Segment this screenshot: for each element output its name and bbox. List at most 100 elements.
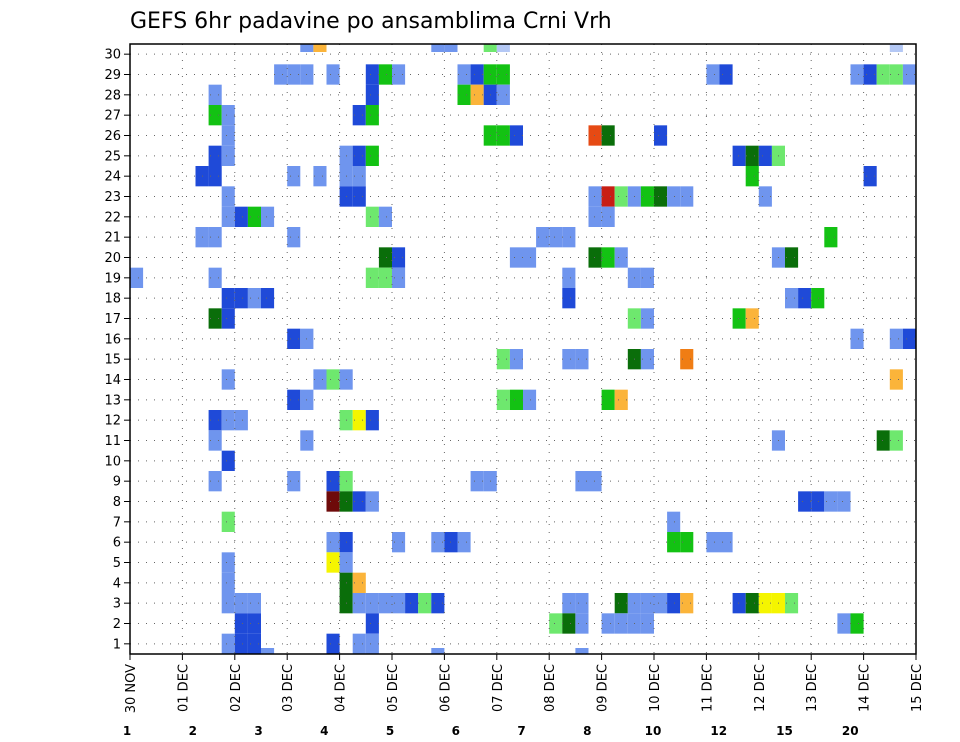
precip-cell	[614, 186, 628, 207]
precip-cell	[234, 288, 248, 309]
precip-cell	[562, 267, 576, 288]
precip-cell	[208, 410, 222, 431]
precip-cell	[785, 593, 799, 614]
precip-cell	[811, 491, 825, 512]
x-tick-label: 15 DEC	[910, 664, 925, 712]
precip-cell	[365, 206, 379, 227]
y-tick-label: 20	[104, 251, 121, 266]
precip-cell	[208, 471, 222, 492]
cells-layer	[130, 44, 916, 654]
precip-cell	[667, 593, 681, 614]
precip-cell	[811, 288, 825, 309]
y-tick-label: 30	[104, 48, 121, 63]
precip-cell	[889, 44, 903, 52]
precip-cell	[234, 633, 248, 654]
precip-cell	[378, 64, 392, 85]
x-axis: 30 NOV 01 DEC 02 DEC 03 DEC 04 DEC 05 DEC 06 D…	[124, 654, 925, 713]
precip-cell	[562, 288, 576, 309]
legend-label: 6	[452, 724, 460, 738]
precip-cell	[326, 369, 340, 390]
precip-cell	[601, 389, 615, 410]
precip-cell	[261, 206, 275, 227]
y-tick-label: 22	[104, 210, 121, 225]
precip-cell	[470, 84, 484, 105]
x-tick-label: 01 DEC	[176, 664, 191, 712]
precip-cell	[496, 125, 510, 146]
precip-cell	[850, 328, 864, 349]
precip-cell	[208, 227, 222, 248]
precip-cell	[745, 145, 759, 166]
precip-cell	[457, 84, 471, 105]
y-tick-label: 1	[113, 637, 121, 652]
precip-cell	[601, 247, 615, 268]
chart-title: GEFS 6hr padavine po ansamblima Crni Vrh	[130, 9, 612, 34]
precip-cell	[431, 648, 445, 654]
precip-cell	[588, 206, 602, 227]
precip-cell	[326, 491, 340, 512]
precip-cell	[575, 648, 589, 654]
y-tick-label: 29	[104, 68, 121, 83]
precip-cell	[352, 491, 366, 512]
precip-cell	[287, 389, 301, 410]
legend-label: 15	[776, 724, 793, 738]
precip-cell	[208, 166, 222, 187]
precip-cell	[549, 227, 563, 248]
precip-cell	[365, 84, 379, 105]
precip-cell	[392, 532, 406, 553]
precip-cell	[523, 389, 537, 410]
precip-cell	[758, 593, 772, 614]
precip-cell	[234, 613, 248, 634]
precip-cell	[667, 511, 681, 532]
precip-cell	[837, 491, 851, 512]
precip-cell	[431, 532, 445, 553]
precip-cell	[667, 186, 681, 207]
precip-cell	[208, 84, 222, 105]
precip-cell	[221, 145, 235, 166]
precip-cell	[706, 64, 720, 85]
precip-cell	[640, 349, 654, 370]
y-tick-label: 2	[113, 617, 121, 632]
precip-cell	[902, 64, 916, 85]
precip-cell	[640, 613, 654, 634]
precip-cell	[208, 105, 222, 126]
precip-cell	[326, 633, 340, 654]
precip-cell	[313, 44, 327, 52]
precip-cell	[902, 328, 916, 349]
precip-cell	[575, 349, 589, 370]
precip-cell	[247, 206, 261, 227]
precip-cell	[287, 227, 301, 248]
precip-cell	[287, 64, 301, 85]
grid-layer	[130, 44, 916, 654]
precip-cell	[640, 186, 654, 207]
precip-cell	[719, 64, 733, 85]
y-tick-label: 25	[104, 149, 121, 164]
precip-cell	[287, 471, 301, 492]
legend-label: 7	[517, 724, 525, 738]
precip-cell	[208, 145, 222, 166]
precip-cell	[208, 308, 222, 329]
y-tick-label: 12	[104, 414, 121, 429]
precip-cell	[247, 613, 261, 634]
precip-cell	[837, 613, 851, 634]
precip-cell	[614, 389, 628, 410]
y-axis: 1234567891011121314151617181920212223242…	[104, 48, 130, 652]
y-tick-label: 27	[104, 109, 121, 124]
precip-cell	[640, 593, 654, 614]
precip-cell	[654, 186, 668, 207]
precip-cell	[732, 308, 746, 329]
precip-cell	[588, 471, 602, 492]
precip-cell	[313, 369, 327, 390]
precip-cell	[575, 593, 589, 614]
precip-cell	[680, 186, 694, 207]
y-tick-label: 23	[104, 190, 121, 205]
precip-cell	[352, 593, 366, 614]
precip-cell	[496, 84, 510, 105]
x-tick-label: 09 DEC	[596, 664, 611, 712]
precip-cell	[365, 267, 379, 288]
precip-cell	[274, 64, 288, 85]
precip-cell	[234, 593, 248, 614]
precip-cell	[536, 227, 550, 248]
precip-cell	[509, 247, 523, 268]
precip-cell	[457, 532, 471, 553]
